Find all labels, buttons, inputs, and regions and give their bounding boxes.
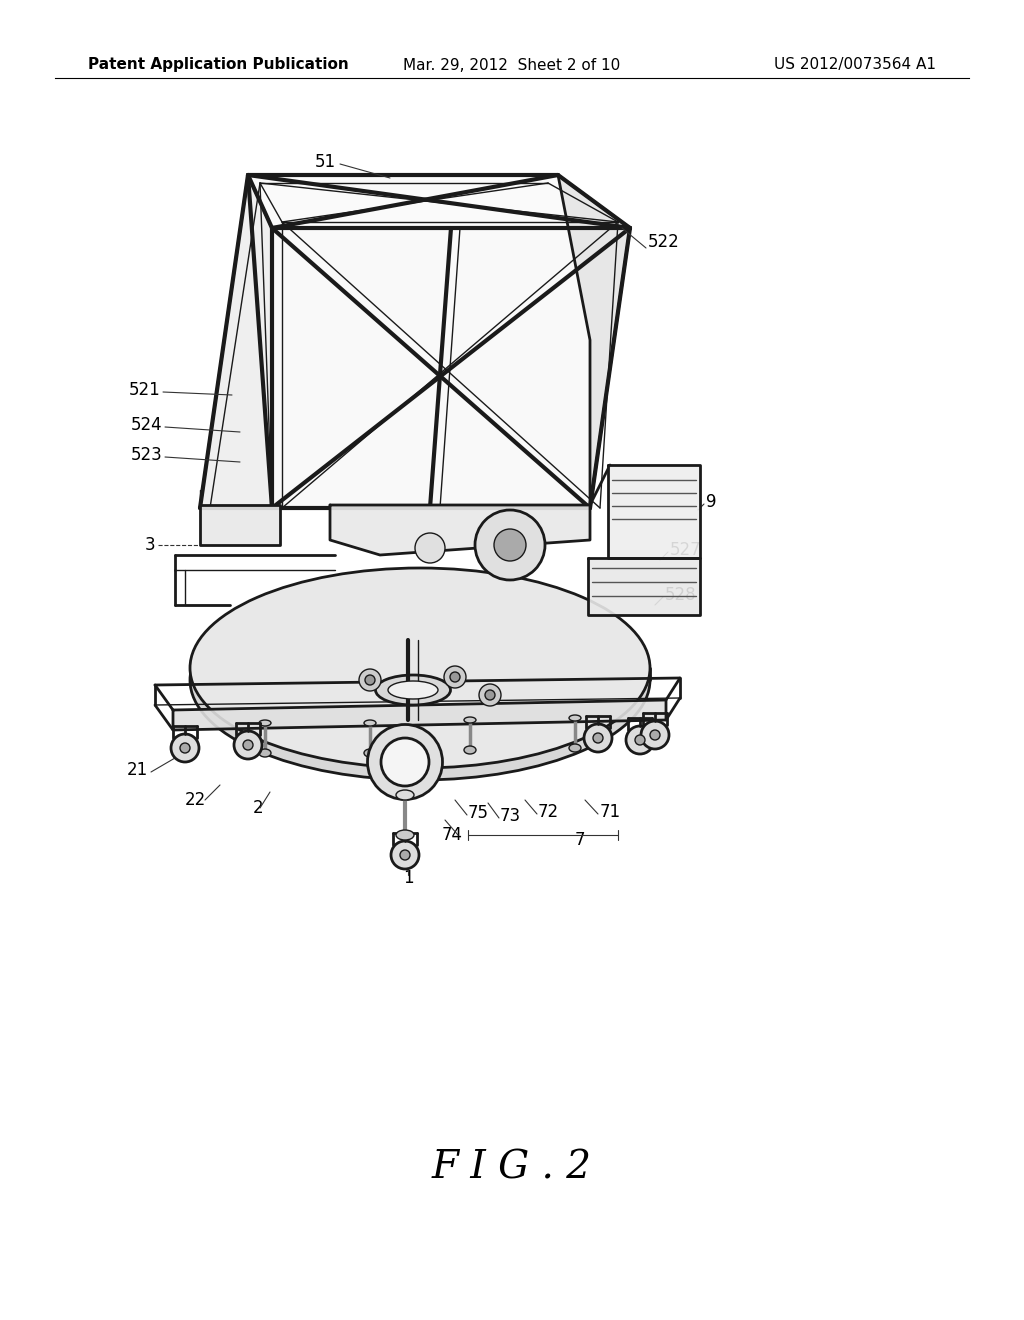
Ellipse shape [180,743,190,752]
Polygon shape [200,176,272,508]
Ellipse shape [364,748,376,756]
Ellipse shape [593,733,603,743]
Ellipse shape [368,725,442,800]
Ellipse shape [400,850,410,861]
Ellipse shape [650,730,660,741]
Text: 72: 72 [538,803,559,821]
Polygon shape [588,558,700,615]
Polygon shape [330,506,590,554]
Ellipse shape [243,741,253,750]
Text: Mar. 29, 2012  Sheet 2 of 10: Mar. 29, 2012 Sheet 2 of 10 [403,58,621,73]
Polygon shape [558,176,630,508]
Text: 523: 523 [130,446,162,465]
Text: 528: 528 [665,586,696,605]
Text: 524: 524 [130,416,162,434]
Text: 527: 527 [670,541,701,558]
Ellipse shape [464,717,476,723]
Text: 522: 522 [648,234,680,251]
Ellipse shape [626,726,654,754]
Text: 73: 73 [500,807,521,825]
Ellipse shape [391,841,419,869]
Ellipse shape [569,744,581,752]
Polygon shape [200,506,280,545]
Ellipse shape [475,510,545,579]
Text: 1: 1 [402,869,414,887]
Ellipse shape [376,675,451,705]
Polygon shape [608,465,700,558]
Polygon shape [272,228,630,508]
Ellipse shape [641,721,669,748]
Ellipse shape [190,579,650,780]
Ellipse shape [259,719,271,726]
Text: 75: 75 [468,804,489,822]
Text: 22: 22 [184,791,206,809]
Ellipse shape [190,568,650,768]
Ellipse shape [365,675,375,685]
Ellipse shape [415,533,445,564]
Text: 9: 9 [706,492,717,511]
Ellipse shape [569,715,581,721]
Text: 74: 74 [441,826,463,843]
Ellipse shape [364,719,376,726]
Text: 71: 71 [600,803,622,821]
Ellipse shape [444,667,466,688]
Ellipse shape [464,746,476,754]
Ellipse shape [396,830,414,840]
Ellipse shape [485,690,495,700]
Ellipse shape [381,738,429,785]
Ellipse shape [259,748,271,756]
Ellipse shape [234,731,262,759]
Ellipse shape [359,669,381,690]
Ellipse shape [396,789,414,800]
Ellipse shape [635,735,645,744]
Polygon shape [173,700,666,730]
Ellipse shape [584,723,612,752]
Text: 51: 51 [315,153,336,172]
Ellipse shape [479,684,501,706]
Text: 521: 521 [128,381,160,399]
Ellipse shape [494,529,526,561]
Text: 2: 2 [253,799,263,817]
Ellipse shape [171,734,199,762]
Ellipse shape [388,681,438,700]
Ellipse shape [450,672,460,682]
Polygon shape [248,176,630,228]
Text: 7: 7 [574,832,586,849]
Text: US 2012/0073564 A1: US 2012/0073564 A1 [774,58,936,73]
Text: 21: 21 [127,762,148,779]
Text: Patent Application Publication: Patent Application Publication [88,58,349,73]
Text: F I G . 2: F I G . 2 [432,1150,592,1187]
Text: 3: 3 [144,536,155,554]
